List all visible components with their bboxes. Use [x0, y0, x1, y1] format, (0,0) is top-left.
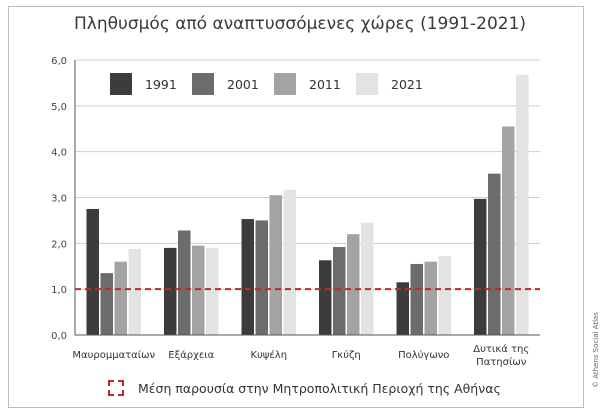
chart-frame — [8, 6, 584, 408]
legend-swatch-2011 — [274, 73, 296, 95]
credit-text: © Athens Social Atlas — [592, 312, 600, 388]
bar-2011 — [114, 261, 127, 335]
x-tick-label: Πολύγωνο — [398, 349, 449, 361]
bar-2001 — [178, 230, 191, 335]
y-tick-label: 0,0 — [51, 331, 67, 342]
y-tick-label: 3,0 — [51, 194, 67, 205]
legend-label-2001: 2001 — [227, 77, 259, 92]
legend-swatch-2001 — [192, 73, 214, 95]
reference-legend: Μέση παρουσία στην Μητροπολιτική Περιοχή… — [108, 378, 501, 398]
reference-legend-label: Μέση παρουσία στην Μητροπολιτική Περιοχή… — [138, 380, 501, 396]
bar-2021 — [361, 222, 374, 335]
y-tick-label: 1,0 — [51, 285, 67, 296]
legend: 1991 2001 2011 2021 — [110, 73, 423, 95]
grid — [75, 59, 540, 290]
legend-label-2011: 2011 — [309, 77, 341, 92]
legend-label-1991: 1991 — [145, 77, 177, 92]
bar-2021 — [206, 247, 219, 335]
bar-2001 — [410, 263, 423, 335]
legend-swatch-2021 — [356, 73, 378, 95]
bar-2011 — [269, 195, 282, 335]
bar-2001 — [333, 247, 346, 335]
bar-1991 — [164, 247, 177, 335]
x-tick-label: Κυψέλη — [250, 349, 287, 361]
bar-2011 — [502, 126, 515, 335]
x-tick-label: Δυτικά της — [473, 343, 529, 355]
x-tick-label: Εξάρχεια — [168, 349, 214, 361]
x-tick-label: Μαυρομματαίων — [72, 349, 155, 361]
reference-legend-swatch — [108, 380, 124, 396]
bar-2021 — [516, 74, 529, 336]
y-tick-label: 5,0 — [51, 102, 67, 113]
bar-2011 — [424, 261, 437, 335]
bar-2011 — [347, 234, 360, 335]
axes: 0,0 1,0 2,0 3,0 4,0 5,0 6,0 Μαυρομματαίων Εξάρχε… — [51, 56, 540, 368]
bar-2001 — [255, 220, 268, 335]
x-tick-label: Γκύζη — [332, 349, 361, 361]
bars — [86, 74, 529, 336]
bar-2001 — [488, 173, 501, 335]
legend-label-2021: 2021 — [391, 77, 423, 92]
chart-title: Πληθυσμός από αναπτυσσόμενες χώρες (1991… — [73, 14, 527, 34]
bar-2021 — [283, 189, 296, 335]
bar-2011 — [192, 245, 205, 335]
x-tick-label: Πατησίων — [476, 356, 527, 368]
bar-2001 — [100, 273, 113, 335]
legend-swatch-1991 — [110, 73, 132, 95]
bar-1991 — [319, 260, 332, 335]
bar-2021 — [128, 248, 141, 335]
y-tick-label: 2,0 — [51, 239, 67, 250]
y-tick-label: 6,0 — [51, 56, 67, 67]
bar-1991 — [86, 208, 99, 335]
y-tick-label: 4,0 — [51, 148, 67, 159]
bar-1991 — [396, 282, 409, 335]
bar-2021 — [438, 256, 451, 335]
bar-1991 — [241, 219, 254, 335]
bar-1991 — [474, 198, 487, 335]
